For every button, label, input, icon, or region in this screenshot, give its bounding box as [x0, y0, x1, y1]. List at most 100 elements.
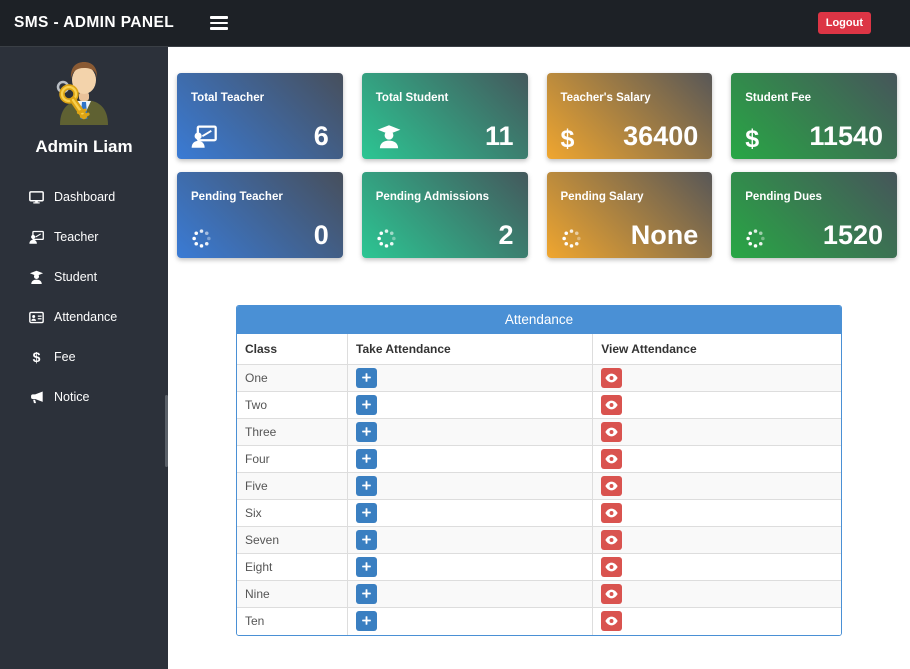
- stat-cards-row-2: Pending Teacher 0 Pending Admissions 2 Pendi…: [177, 172, 897, 258]
- view-attendance-button[interactable]: [601, 503, 623, 523]
- take-attendance-button[interactable]: [356, 422, 378, 442]
- view-attendance-button[interactable]: [601, 449, 623, 469]
- view-attendance-button[interactable]: [601, 557, 623, 577]
- sidebar-scrollbar[interactable]: [165, 395, 168, 467]
- plus-icon: [361, 614, 372, 629]
- stat-card-pending-dues: Pending Dues 1520: [731, 172, 897, 258]
- eye-icon: [605, 614, 618, 629]
- stat-card-total-student: Total Student 11: [361, 73, 528, 159]
- view-attendance-button[interactable]: [601, 395, 623, 415]
- stat-card-title: Total Teacher: [191, 92, 265, 104]
- plus-icon: [361, 533, 372, 548]
- view-attendance-button[interactable]: [601, 530, 623, 550]
- address-card-icon: [28, 309, 45, 325]
- stat-card-total-teacher: Total Teacher 6: [177, 73, 343, 159]
- app-title: SMS - ADMIN PANEL: [14, 14, 175, 31]
- column-header-view-attendance: View Attendance: [592, 334, 841, 365]
- attendance-row-seven: Seven: [237, 526, 841, 554]
- stat-card-value: 36400: [623, 121, 699, 151]
- sidebar-item-label: Notice: [54, 390, 90, 404]
- attendance-row-four: Four: [237, 445, 841, 473]
- user-graduate-icon: [28, 269, 45, 285]
- plus-icon: [361, 425, 372, 440]
- plus-icon: [361, 560, 372, 575]
- attendance-row-one: One: [237, 364, 841, 392]
- stat-card-title: Pending Teacher: [191, 191, 283, 203]
- class-name-cell: One: [237, 364, 349, 392]
- admin-avatar-image: [46, 55, 122, 131]
- stat-card-teacher-s-salary: Teacher's Salary $36400: [546, 73, 713, 159]
- class-name-cell: Three: [237, 418, 349, 446]
- plus-icon: [361, 506, 372, 521]
- class-name-cell: Nine: [237, 580, 349, 608]
- plus-icon: [361, 398, 372, 413]
- sidebar-item-fee[interactable]: $ Fee: [0, 337, 168, 377]
- sidebar-item-label: Student: [54, 270, 98, 284]
- spinner-icon: [191, 228, 212, 249]
- column-header-take-attendance: Take Attendance: [347, 334, 594, 365]
- sidebar-item-notice[interactable]: Notice: [0, 377, 168, 417]
- spinner-icon: [561, 228, 582, 249]
- user-graduate-icon: [376, 124, 402, 150]
- take-attendance-button[interactable]: [356, 476, 378, 496]
- dollar-icon: $: [560, 124, 575, 153]
- dollar-icon: $: [32, 349, 41, 365]
- eye-icon: [605, 506, 618, 521]
- eye-icon: [605, 452, 618, 467]
- sidebar-nav: Dashboard Teacher Student Attendance $ Fee Not…: [0, 167, 168, 417]
- eye-icon: [605, 371, 618, 386]
- stat-card-title: Pending Dues: [745, 191, 822, 203]
- bullhorn-icon: [28, 389, 45, 405]
- chalkboard-teacher-icon: [191, 124, 217, 150]
- take-attendance-button[interactable]: [356, 584, 378, 604]
- stat-card-value: 1520: [822, 220, 883, 250]
- view-attendance-button[interactable]: [601, 584, 623, 604]
- class-name-cell: Five: [237, 472, 349, 500]
- plus-icon: [361, 479, 372, 494]
- sidebar-item-label: Dashboard: [54, 190, 116, 204]
- stat-card-pending-salary: Pending Salary None: [546, 172, 713, 258]
- top-navbar: SMS - ADMIN PANEL Logout: [0, 0, 910, 47]
- admin-profile: Admin Liam: [0, 47, 168, 157]
- attendance-row-nine: Nine: [237, 580, 841, 608]
- take-attendance-button[interactable]: [356, 530, 378, 550]
- stat-card-value: 0: [313, 220, 329, 250]
- class-name-cell: Ten: [237, 607, 349, 635]
- class-name-cell: Two: [237, 391, 349, 419]
- view-attendance-button[interactable]: [601, 422, 623, 442]
- plus-icon: [361, 587, 372, 602]
- view-attendance-button[interactable]: [601, 611, 623, 632]
- stat-card-title: Teacher's Salary: [560, 92, 651, 104]
- view-attendance-button[interactable]: [601, 368, 623, 388]
- sidebar-item-student[interactable]: Student: [0, 257, 168, 297]
- stat-card-pending-teacher: Pending Teacher 0: [177, 172, 343, 258]
- spinner-icon: [745, 228, 766, 249]
- attendance-row-three: Three: [237, 418, 841, 446]
- take-attendance-button[interactable]: [356, 557, 378, 577]
- take-attendance-button[interactable]: [356, 611, 378, 632]
- sidebar-item-attendance[interactable]: Attendance: [0, 297, 168, 337]
- class-name-cell: Seven: [237, 526, 349, 554]
- sidebar-item-dashboard[interactable]: Dashboard: [0, 177, 168, 217]
- take-attendance-button[interactable]: [356, 503, 378, 523]
- menu-toggle-icon[interactable]: [210, 16, 229, 30]
- logout-button[interactable]: Logout: [817, 12, 871, 34]
- stat-card-value: 11540: [809, 121, 883, 151]
- stat-card-title: Pending Admissions: [375, 191, 490, 203]
- plus-icon: [361, 371, 372, 386]
- sidebar-item-label: Fee: [54, 350, 76, 364]
- take-attendance-button[interactable]: [356, 368, 378, 388]
- sidebar-item-teacher[interactable]: Teacher: [0, 217, 168, 257]
- view-attendance-button[interactable]: [601, 476, 623, 496]
- take-attendance-button[interactable]: [356, 395, 378, 415]
- eye-icon: [605, 479, 618, 494]
- class-name-cell: Eight: [237, 553, 349, 581]
- class-name-cell: Six: [237, 499, 349, 527]
- stat-card-value: 11: [484, 121, 514, 151]
- dollar-icon: $: [745, 124, 760, 153]
- eye-icon: [605, 398, 618, 413]
- take-attendance-button[interactable]: [356, 449, 378, 469]
- eye-icon: [605, 587, 618, 602]
- sidebar-item-label: Teacher: [54, 230, 99, 244]
- class-name-cell: Four: [237, 445, 349, 473]
